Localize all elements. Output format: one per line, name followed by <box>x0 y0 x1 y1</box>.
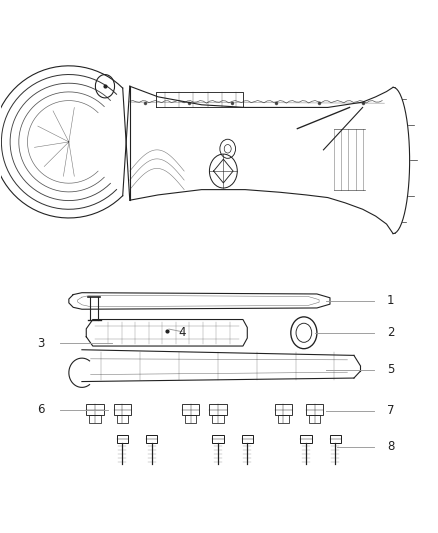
Bar <box>86 405 104 415</box>
Bar <box>185 415 196 423</box>
Text: 4: 4 <box>178 326 186 340</box>
Bar <box>278 415 289 423</box>
Bar <box>182 405 199 415</box>
Bar <box>212 434 224 442</box>
Bar <box>329 434 341 442</box>
Bar <box>117 434 128 442</box>
Bar <box>114 405 131 415</box>
Text: 7: 7 <box>387 404 395 417</box>
Bar <box>309 415 321 423</box>
Text: 3: 3 <box>37 337 44 350</box>
Bar <box>89 415 101 423</box>
Bar <box>209 405 227 415</box>
Bar <box>275 405 292 415</box>
Text: 2: 2 <box>387 326 395 340</box>
Bar <box>212 415 224 423</box>
Bar <box>300 434 312 442</box>
Text: 6: 6 <box>37 403 44 416</box>
Bar <box>306 405 323 415</box>
Bar <box>117 415 128 423</box>
Bar <box>242 434 253 442</box>
Text: 1: 1 <box>387 294 395 308</box>
Text: 8: 8 <box>387 440 395 453</box>
Bar <box>146 434 157 442</box>
Text: 5: 5 <box>387 364 395 376</box>
